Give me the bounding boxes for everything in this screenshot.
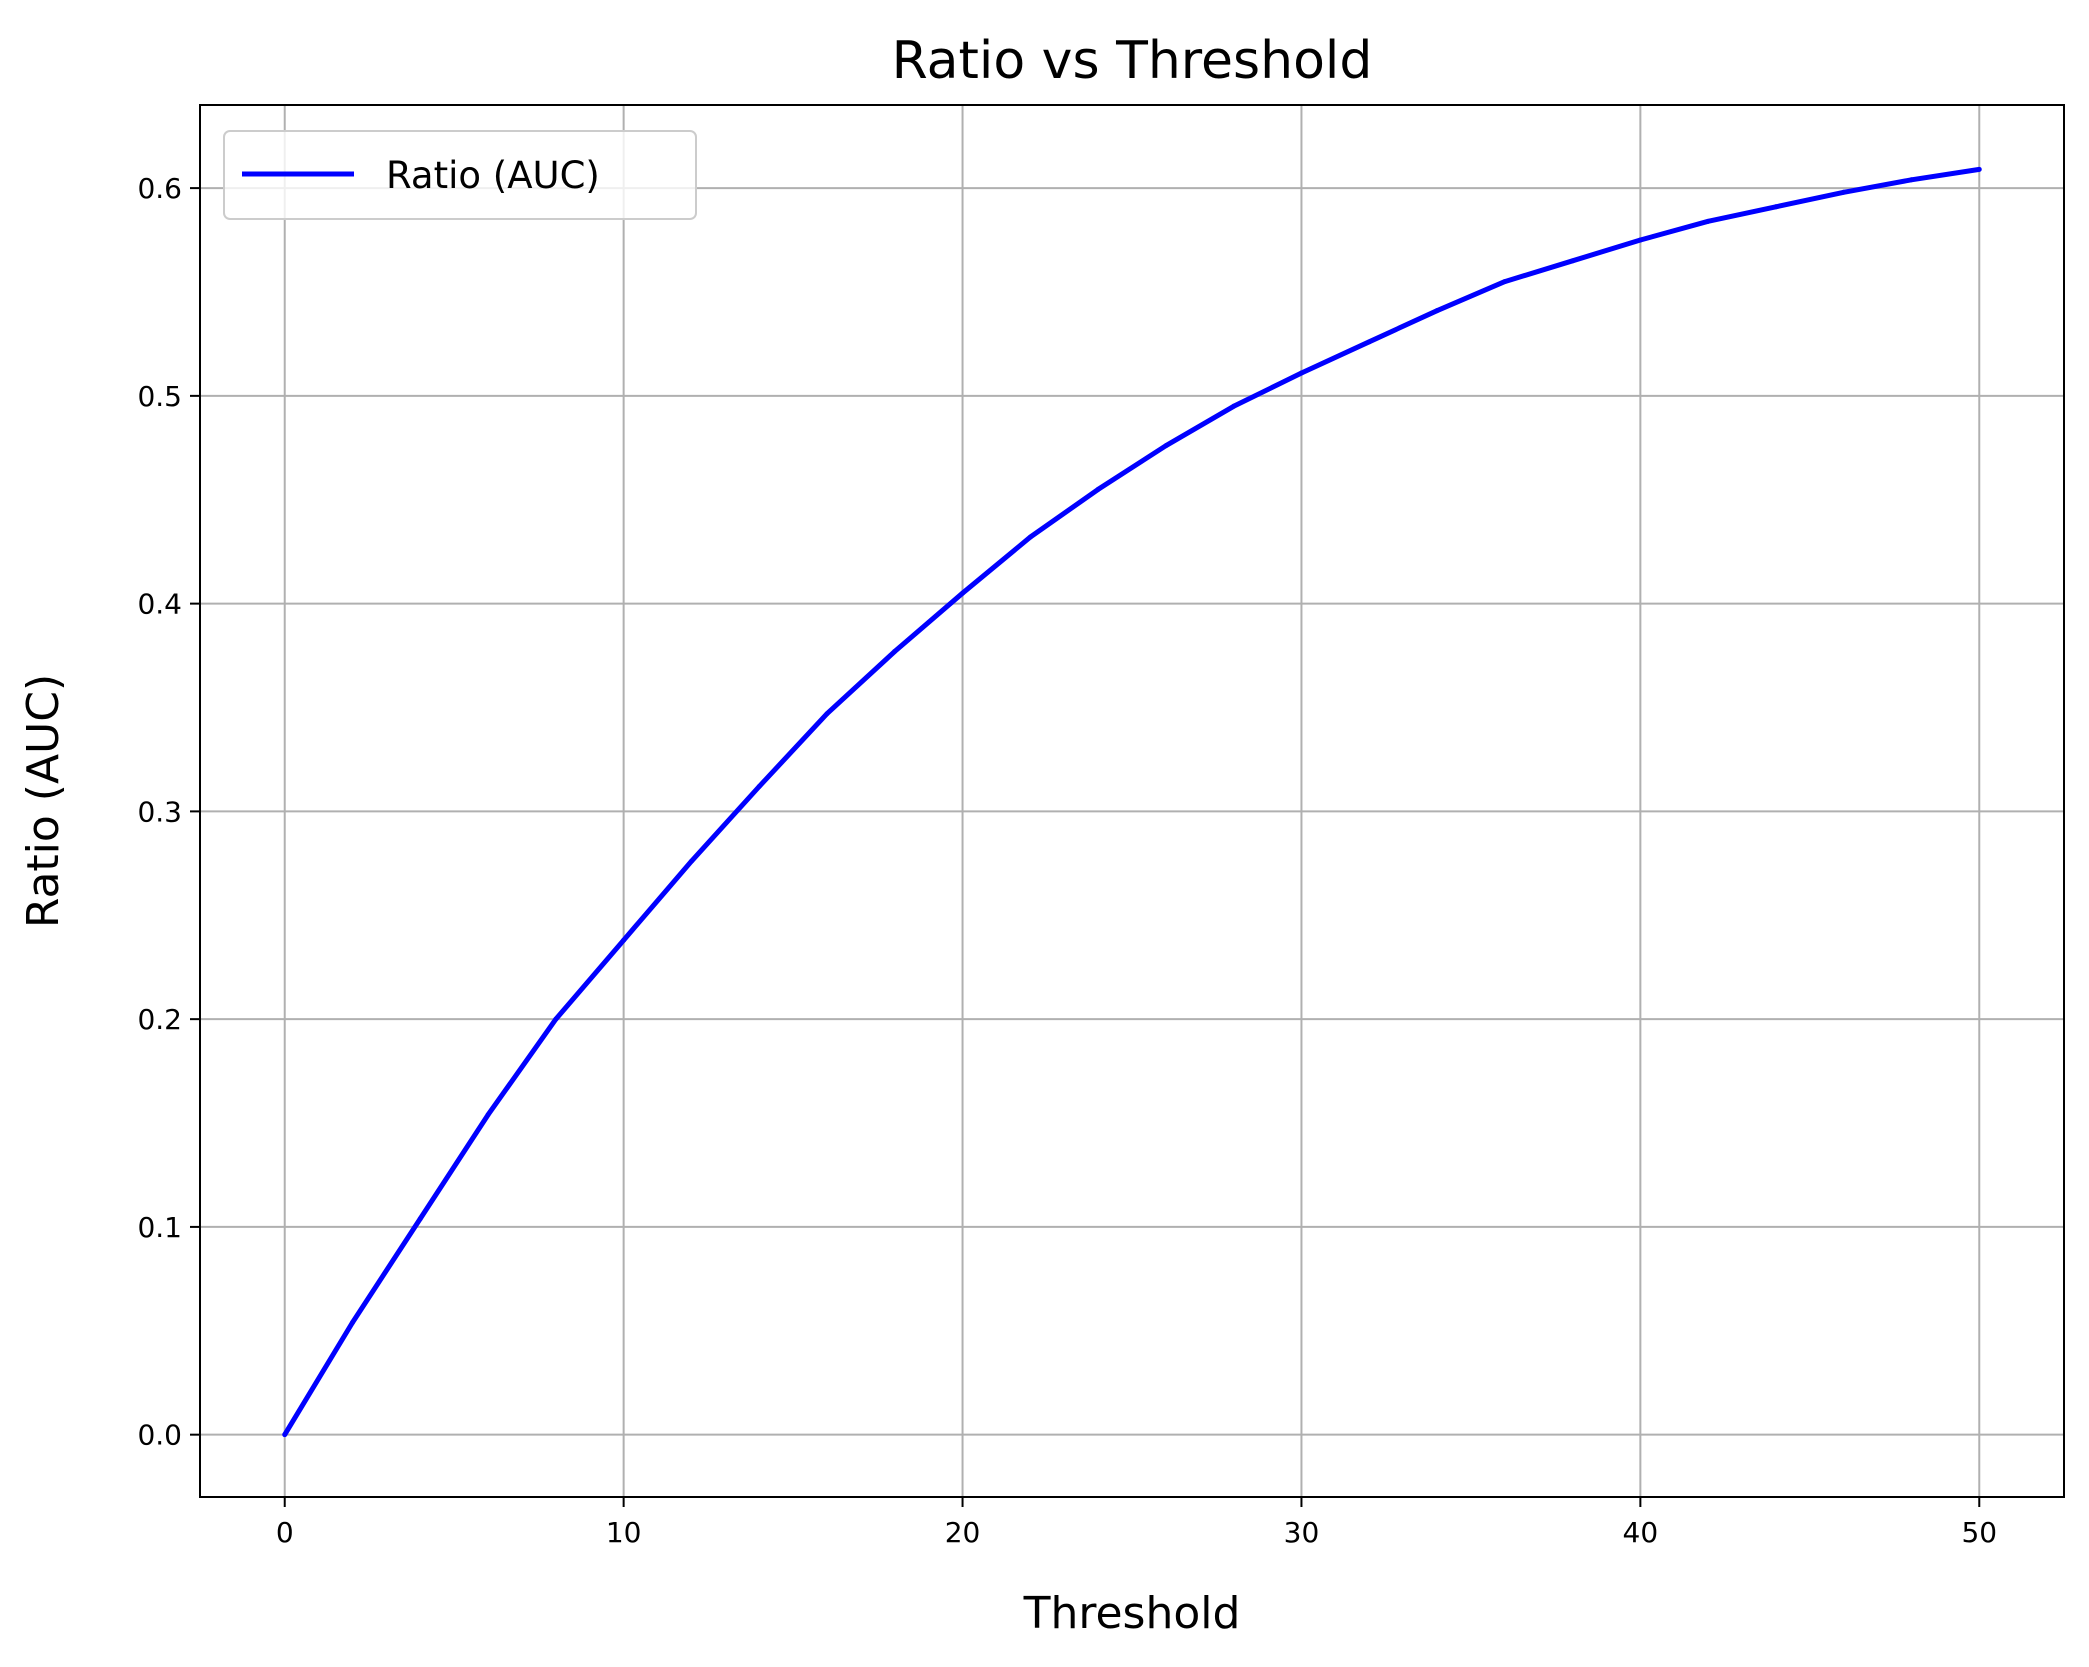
data-point (1231, 403, 1237, 409)
grid (200, 105, 2064, 1497)
data-point (417, 1216, 423, 1222)
x-tick-label: 40 (1623, 1516, 1659, 1549)
series-line (282, 166, 1980, 1436)
y-tick-label: 0.0 (137, 1419, 182, 1452)
x-tick-label: 30 (1284, 1516, 1320, 1549)
data-point (892, 648, 898, 654)
data-point (1773, 204, 1779, 210)
plot-frame (199, 104, 2065, 1498)
y-tick-label: 0.1 (137, 1211, 182, 1244)
data-point (485, 1112, 491, 1118)
y-tick-label: 0.4 (137, 588, 182, 621)
data-point (688, 858, 694, 864)
data-point (1502, 279, 1508, 285)
data-point (282, 1432, 288, 1438)
legend-box (223, 130, 697, 220)
data-point (621, 937, 627, 943)
x-tick-label: 20 (945, 1516, 981, 1549)
legend: Ratio (AUC) (223, 130, 697, 220)
data-point (1705, 218, 1711, 224)
y-axis-title: Ratio (AUC) (18, 674, 69, 928)
data-point (1366, 339, 1372, 345)
y-tick-label: 0.2 (137, 1003, 182, 1036)
x-axis-title: Threshold (1023, 1588, 1241, 1639)
data-point (756, 783, 762, 789)
data-point (1908, 177, 1914, 183)
y-tick-label: 0.6 (137, 172, 182, 205)
data-point (1570, 258, 1576, 264)
x-tick-label: 50 (1961, 1516, 1997, 1549)
x-tick-label: 0 (276, 1516, 294, 1549)
data-point (1841, 189, 1847, 195)
data-point (1637, 237, 1643, 243)
y-tick-label: 0.5 (137, 380, 182, 413)
data-point (1027, 534, 1033, 540)
data-point (350, 1319, 356, 1325)
ticks: 0 10 20 30 40 50 0.0 0.1 0.2 0.3 0.4 0.5 0.6 (137, 172, 1997, 1549)
data-point (960, 590, 966, 596)
data-point (553, 1016, 559, 1022)
chart-title: Ratio vs Threshold (892, 31, 1373, 91)
legend-label: Ratio (AUC) (386, 154, 600, 197)
data-point (1434, 308, 1440, 314)
x-tick-label: 10 (606, 1516, 642, 1549)
data-point (1095, 486, 1101, 492)
data-point (1163, 443, 1169, 449)
data-point (824, 711, 830, 717)
data-point (1976, 166, 1982, 172)
series-layer (282, 166, 1982, 1438)
data-point (1298, 370, 1304, 376)
y-tick-label: 0.3 (137, 795, 182, 828)
